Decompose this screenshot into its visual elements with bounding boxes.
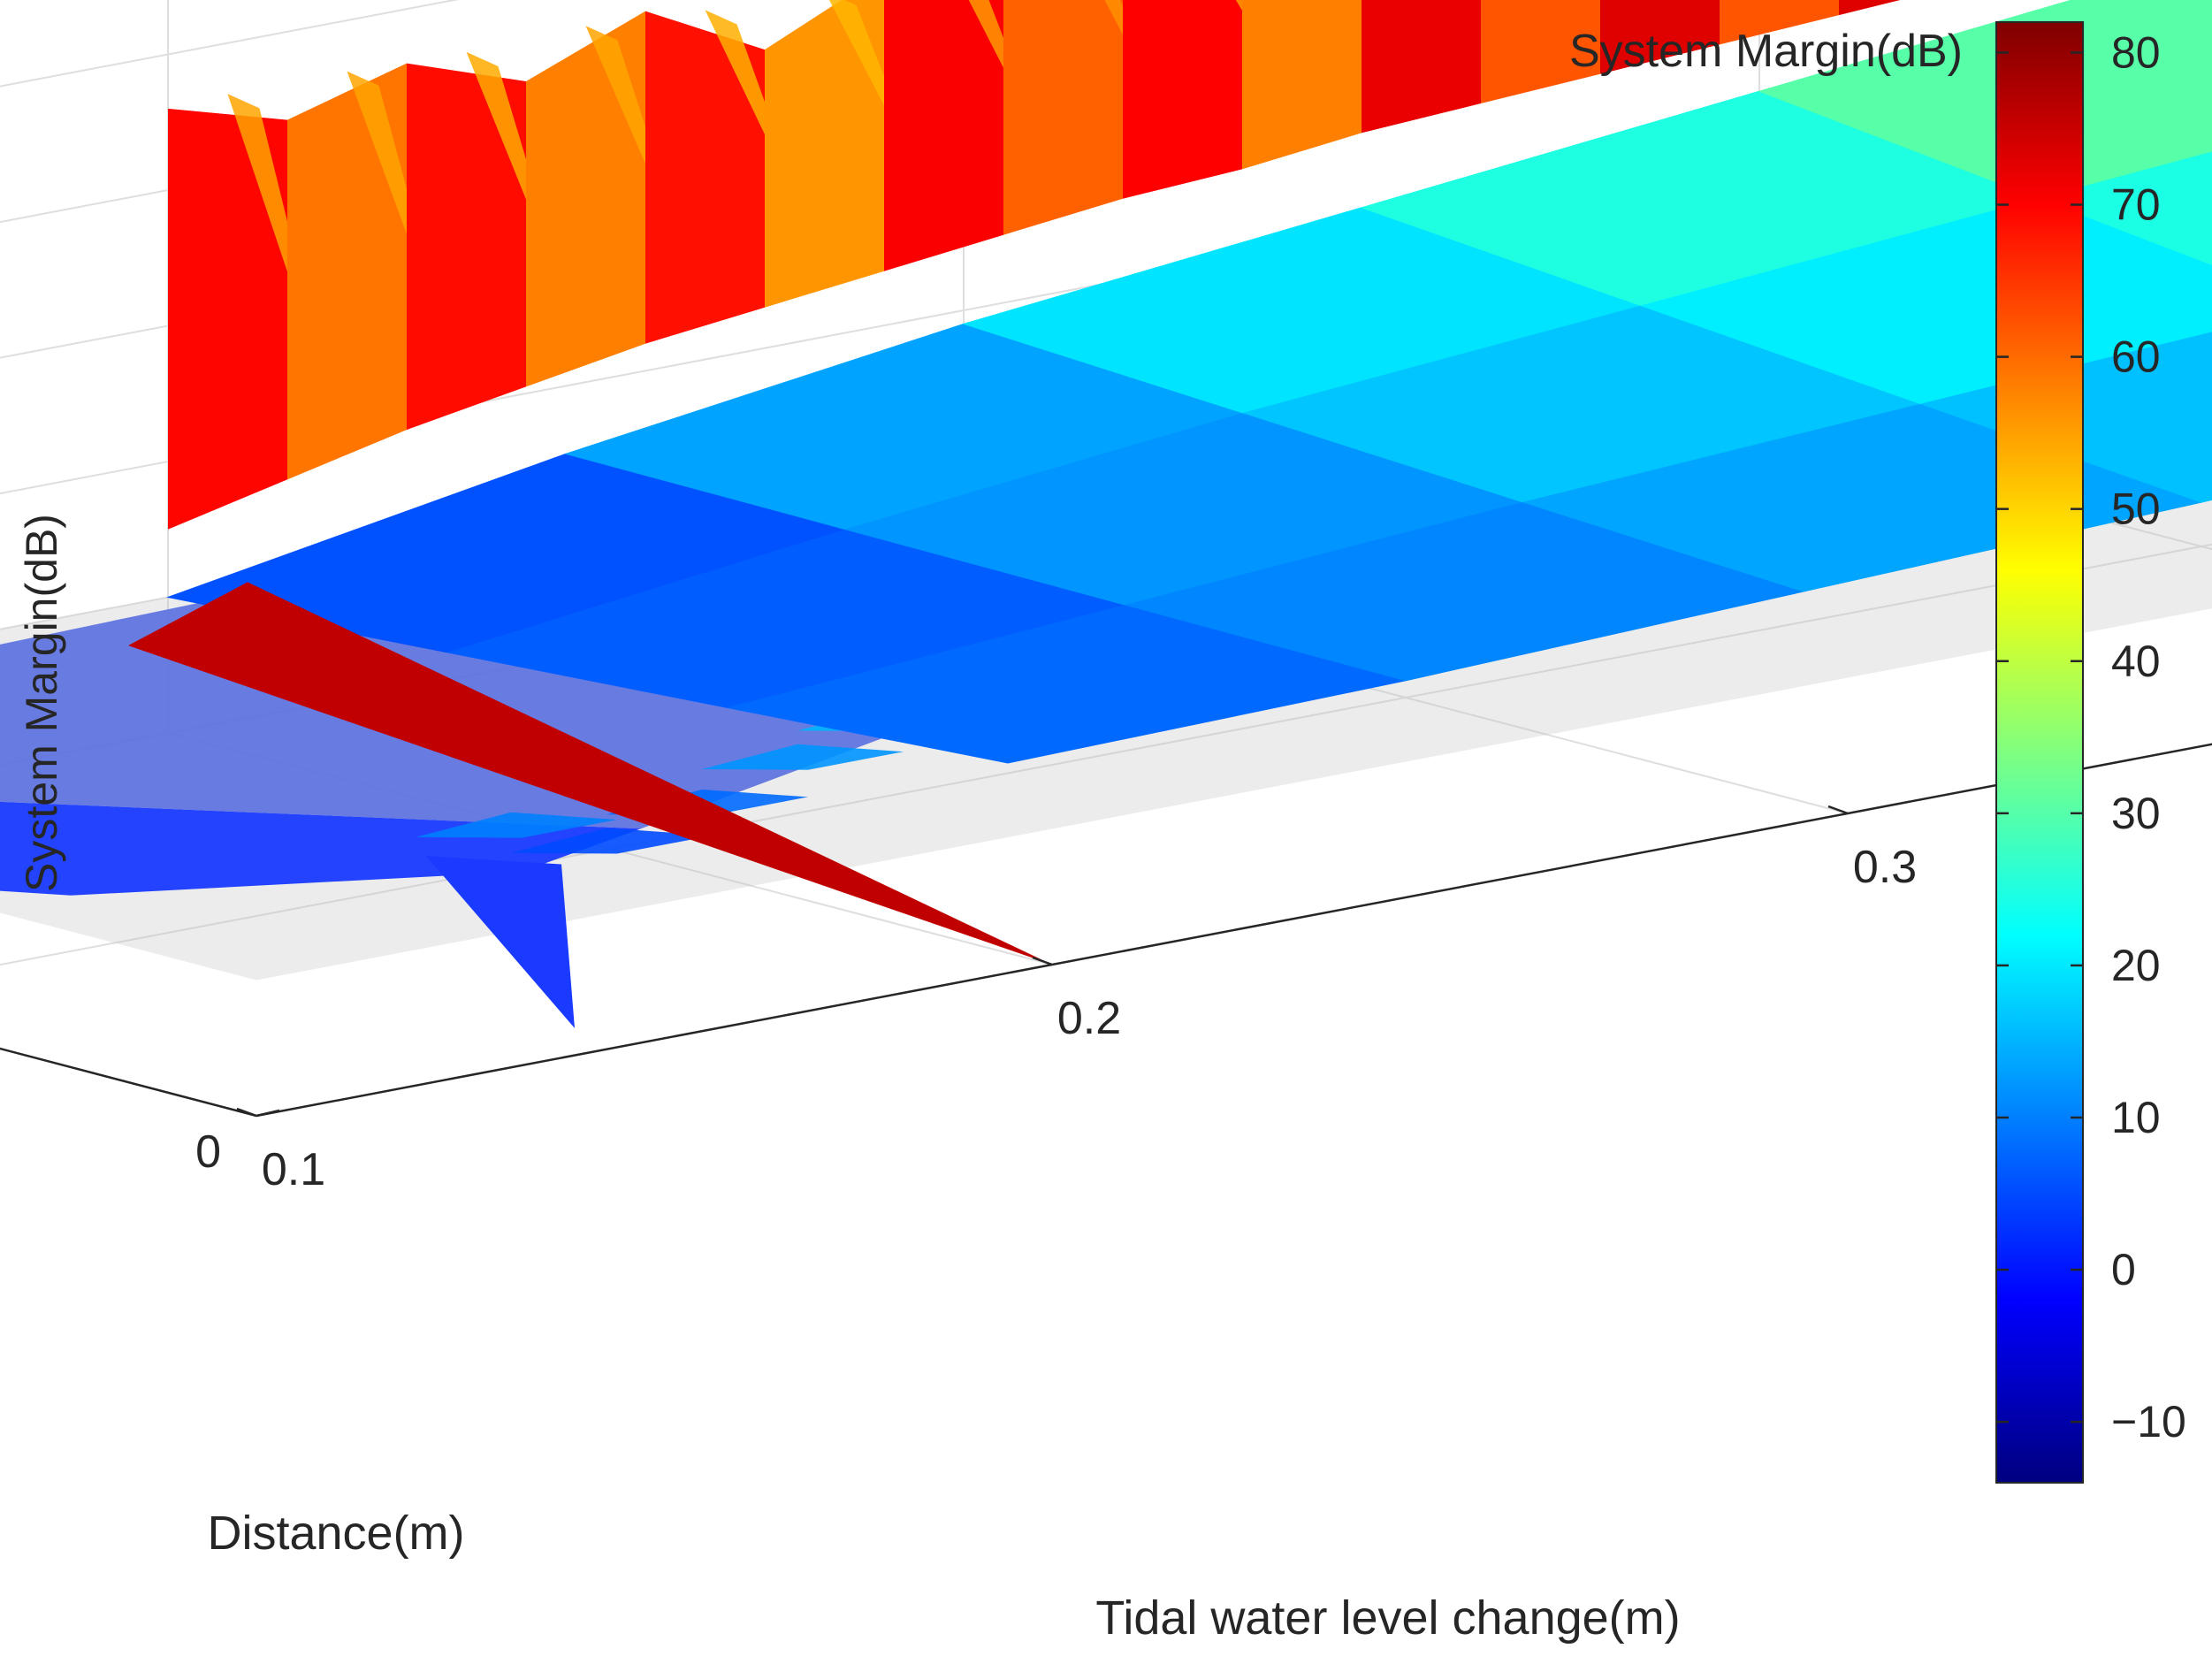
y-tick-mark [256, 1109, 280, 1118]
ridge-face [1839, 0, 1901, 16]
x-tick-label: 0.3 [1853, 842, 1917, 893]
colorbar-tick-label: 40 [2111, 637, 2161, 686]
ridge-face [1003, 0, 1123, 235]
ridge-face [1481, 0, 1600, 103]
colorbar-tick-label: 20 [2111, 941, 2161, 990]
colorbar-tick-label: 70 [2111, 180, 2161, 230]
ridge-face [1123, 0, 1242, 199]
ridge-face [287, 63, 407, 480]
y-gridline-floor [0, 543, 2212, 966]
ridge-face [407, 63, 526, 431]
colorbar-tick-label: 80 [2111, 27, 2161, 77]
x-tick-mark [1032, 956, 1053, 966]
low-surface-near-strip [702, 744, 904, 770]
ridge-fin [227, 94, 334, 410]
colorbar-ticks: −10 0 10 20 30 40 50 60 70 80 [1996, 27, 2186, 1446]
colorbar-title: System Margin(dB) [1569, 26, 1963, 77]
ridge-face [1362, 0, 1481, 134]
x-tick-label: 0.1 [262, 1144, 325, 1195]
ridge-face [526, 11, 645, 387]
high-surface-patch [2038, 151, 2212, 265]
ridge-face [645, 11, 765, 344]
colorbar-tick-label: 50 [2111, 485, 2161, 534]
surface-meshes [0, 0, 2212, 1028]
ridge-face [1720, 0, 1839, 45]
x-tick-mark [1827, 805, 1849, 815]
z-axis-label: System Margin(dB) [17, 514, 66, 892]
z-gridline [0, 0, 460, 88]
ridge-face [884, 0, 1003, 271]
y-axis-label: Distance(m) [207, 1507, 464, 1560]
high-surface-patch [1758, 0, 2212, 200]
low-surface-dip [426, 856, 575, 1028]
colorbar-tick-label: 0 [2111, 1245, 2136, 1294]
x-tick-mark [236, 1107, 257, 1118]
ridge-face [1242, 0, 1362, 170]
x-axis-ticks: 0.10.20.30.40.5 [236, 805, 1917, 1195]
colorbar: System Margin(dB) −10 0 10 20 30 40 50 60 70 80 [1569, 21, 2186, 1484]
y-tick-label: 0 [195, 1126, 221, 1178]
low-surface-near-strip [511, 828, 713, 854]
y-axis-ticks: 05,00010,000 [195, 1109, 280, 1178]
colorbar-tick-label: −10 [2111, 1397, 2186, 1446]
ridge-face [168, 108, 287, 530]
colorbar-tick-label: 30 [2111, 789, 2161, 838]
high-surface-dip [128, 582, 1052, 965]
colorbar-tick-label: 60 [2111, 332, 2161, 382]
colorbar-tick-label: 10 [2111, 1093, 2161, 1142]
low-surface-near-strip [416, 812, 617, 838]
ridge-face [765, 0, 884, 308]
colorbar-gradient [1995, 21, 2084, 1484]
x-tick-label: 0.2 [1057, 993, 1121, 1044]
x-axis-label: Tidal water level change(m) [1095, 1591, 1680, 1645]
ridge-face [1600, 0, 1720, 74]
y-axis-line [0, 1047, 257, 1118]
